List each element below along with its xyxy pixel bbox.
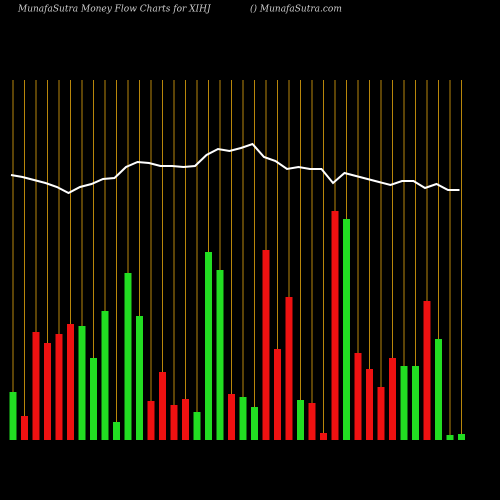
bar	[297, 400, 304, 440]
bar	[113, 422, 120, 440]
bar	[458, 434, 465, 440]
bar	[423, 301, 431, 440]
bar	[400, 366, 408, 440]
bar	[366, 369, 373, 440]
bar	[55, 334, 63, 440]
bar	[21, 416, 28, 440]
bar	[9, 392, 17, 440]
bar	[435, 339, 442, 440]
bar	[239, 397, 247, 440]
bar	[101, 311, 109, 440]
bar	[274, 349, 281, 440]
chart-subtitle: () MunafaSutra.com	[250, 4, 342, 15]
bar	[343, 219, 350, 440]
bar	[228, 394, 235, 440]
bar	[205, 252, 212, 440]
bar	[216, 270, 224, 440]
bar	[251, 407, 258, 440]
bar	[331, 211, 339, 440]
bar	[182, 399, 189, 440]
chart-title: MunafaSutra Money Flow Charts for XIHJ	[17, 5, 212, 15]
bar	[32, 332, 40, 440]
bar	[136, 316, 143, 440]
bar	[78, 326, 86, 440]
bar	[308, 403, 316, 440]
bar	[412, 366, 419, 440]
bar	[170, 405, 178, 440]
bar	[354, 353, 362, 440]
money-flow-line	[10, 142, 460, 195]
bar	[285, 297, 293, 440]
bar	[124, 273, 132, 440]
bar	[262, 250, 270, 440]
bar	[67, 324, 74, 440]
bar	[446, 435, 454, 440]
bar	[377, 387, 385, 440]
bar	[147, 401, 155, 440]
bar	[389, 358, 396, 440]
bar	[44, 343, 51, 440]
bar	[193, 412, 201, 440]
bar	[90, 358, 97, 440]
bar	[320, 433, 327, 440]
bar	[159, 372, 166, 440]
